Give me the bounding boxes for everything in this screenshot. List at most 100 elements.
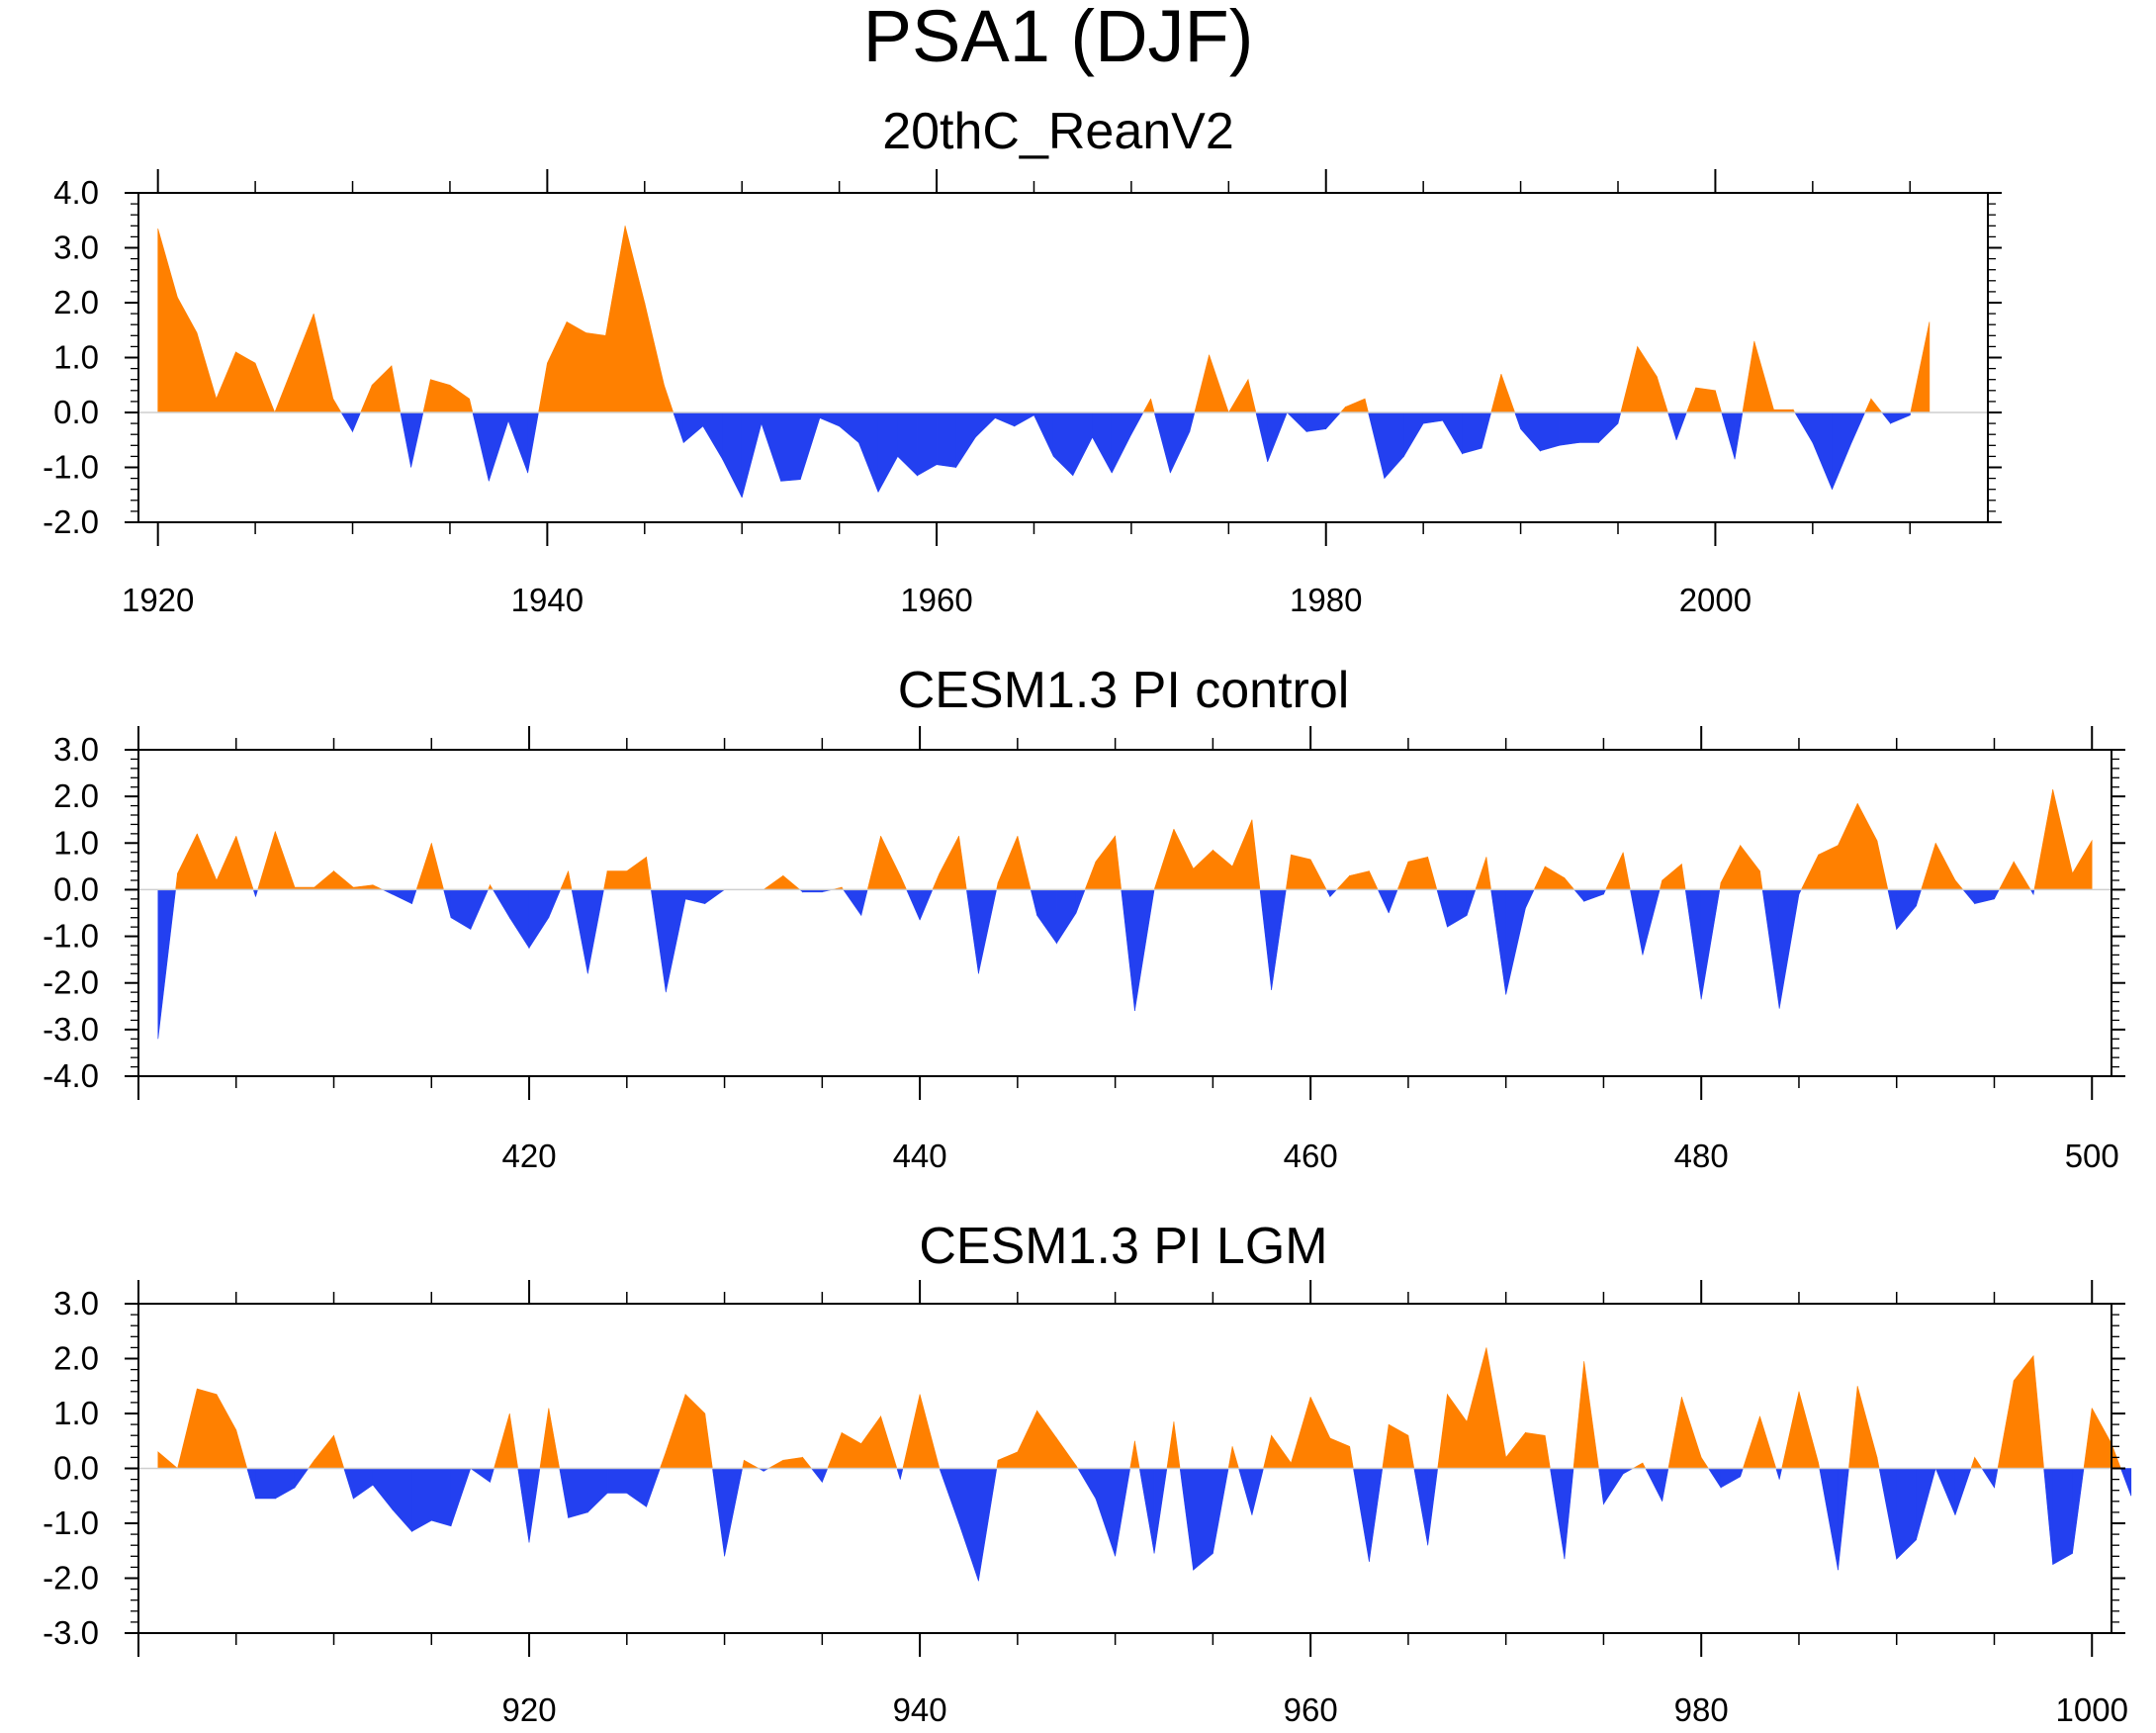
- negative-area: [1329, 889, 1338, 898]
- positive-area: [1781, 1391, 1800, 1469]
- negative-area: [1092, 411, 1113, 474]
- negative-area: [906, 889, 921, 921]
- x-tick-label: 460: [1284, 1138, 1338, 1174]
- negative-area: [1630, 889, 1644, 956]
- y-tick-label: -1.0: [43, 1505, 99, 1541]
- positive-area: [1447, 1393, 1468, 1469]
- positive-area: [177, 1388, 198, 1469]
- positive-area: [1285, 855, 1292, 890]
- positive-area: [2052, 789, 2073, 890]
- negative-area: [1954, 1468, 1972, 1515]
- negative-area: [712, 1468, 725, 1557]
- negative-area: [761, 411, 781, 482]
- negative-area: [1916, 889, 1923, 906]
- positive-area: [235, 351, 256, 413]
- negative-area: [1271, 889, 1287, 990]
- negative-area: [965, 889, 979, 974]
- negative-area: [1377, 889, 1390, 914]
- positive-area: [1525, 1432, 1546, 1469]
- negative-area: [1514, 411, 1521, 429]
- negative-area: [517, 1468, 530, 1543]
- positive-area: [539, 1408, 550, 1469]
- positive-area: [1437, 1394, 1448, 1469]
- positive-area: [1173, 828, 1194, 890]
- positive-area: [257, 831, 276, 890]
- negative-area: [472, 411, 490, 482]
- positive-area: [1876, 840, 1889, 890]
- negative-area: [1896, 1468, 1917, 1560]
- negative-area: [527, 411, 539, 474]
- positive-area: [566, 320, 586, 413]
- positive-area: [1427, 857, 1438, 890]
- positive-area: [274, 362, 295, 413]
- positive-area: [997, 1451, 1019, 1469]
- negative-area: [1030, 889, 1037, 916]
- negative-area: [489, 411, 509, 482]
- y-tick-label: 0.0: [53, 870, 99, 907]
- negative-area: [340, 411, 353, 433]
- negative-area: [372, 1468, 394, 1510]
- positive-area: [802, 1456, 813, 1469]
- negative-area: [353, 1468, 374, 1500]
- positive-area: [664, 385, 674, 413]
- positive-area: [1848, 1386, 1858, 1469]
- positive-area: [216, 836, 237, 890]
- negative-area: [1095, 1468, 1116, 1557]
- positive-area: [1500, 373, 1516, 413]
- negative-area: [528, 1468, 541, 1543]
- positive-area: [1349, 1446, 1354, 1469]
- negative-area: [2043, 1468, 2053, 1565]
- negative-area: [1505, 889, 1526, 995]
- positive-area: [1227, 378, 1249, 413]
- negative-area: [1325, 411, 1342, 430]
- plot-frame: [137, 192, 1989, 523]
- negative-area: [1667, 411, 1677, 440]
- negative-area: [1896, 889, 1917, 931]
- positive-area: [2032, 1355, 2044, 1469]
- negative-area: [1170, 411, 1191, 474]
- negative-area: [1559, 411, 1579, 446]
- negative-area: [1138, 1468, 1155, 1554]
- negative-area: [1153, 1468, 1168, 1554]
- positive-area: [841, 1431, 862, 1469]
- negative-area: [1130, 411, 1144, 435]
- positive-area: [1800, 854, 1819, 890]
- negative-area: [1033, 411, 1054, 457]
- negative-area: [741, 411, 763, 499]
- positive-area: [782, 1457, 803, 1469]
- negative-area: [1259, 889, 1272, 990]
- positive-area: [371, 365, 393, 413]
- negative-area: [994, 411, 1016, 427]
- positive-area: [1209, 354, 1229, 413]
- negative-area: [1353, 1468, 1370, 1562]
- negative-area: [800, 411, 821, 480]
- positive-area: [1856, 1386, 1878, 1469]
- y-tick-label: -2.0: [43, 1560, 99, 1596]
- positive-area: [1396, 861, 1409, 890]
- negative-area: [978, 889, 997, 974]
- negative-area: [684, 889, 706, 904]
- negative-area: [1111, 411, 1132, 474]
- positive-area: [275, 831, 296, 890]
- positive-area: [1173, 1421, 1181, 1469]
- negative-area: [673, 411, 684, 443]
- negative-area: [470, 889, 489, 930]
- y-tick-label: -2.0: [43, 503, 99, 540]
- negative-area: [1056, 889, 1077, 945]
- positive-area: [919, 1394, 941, 1469]
- positive-area: [1740, 844, 1760, 890]
- negative-area: [978, 1468, 998, 1582]
- x-tick-label: 1940: [511, 582, 584, 618]
- positive-area: [2072, 839, 2093, 890]
- positive-area: [880, 1415, 898, 1469]
- negative-area: [1462, 411, 1482, 454]
- y-tick-label: 1.0: [53, 339, 99, 376]
- negative-area: [626, 1468, 647, 1507]
- negative-area: [1525, 889, 1535, 909]
- positive-area: [2033, 789, 2053, 890]
- negative-area: [1819, 1468, 1839, 1571]
- positive-area: [449, 384, 470, 413]
- y-tick-label: 4.0: [53, 174, 99, 211]
- x-tick-label: 1920: [122, 582, 194, 618]
- positive-area: [1970, 1457, 1975, 1469]
